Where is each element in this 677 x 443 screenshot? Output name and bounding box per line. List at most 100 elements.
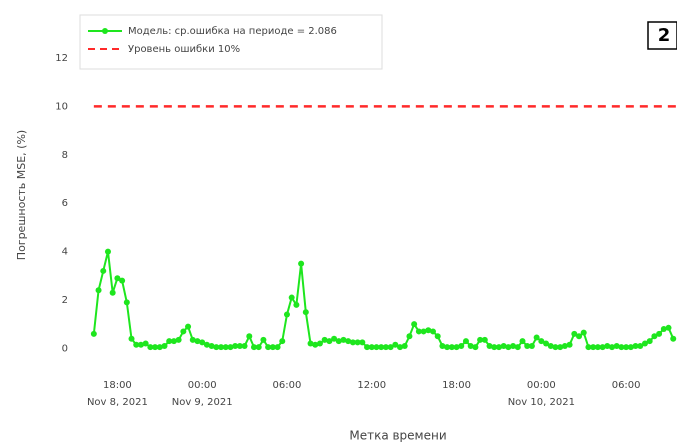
data-point bbox=[232, 342, 239, 349]
x-tick-label: 00:00 Nov 9, 2021 bbox=[171, 380, 233, 408]
data-point bbox=[175, 336, 182, 343]
data-point bbox=[279, 338, 286, 345]
data-point bbox=[152, 344, 159, 351]
data-point bbox=[189, 336, 196, 343]
data-point bbox=[119, 277, 126, 284]
data-point bbox=[472, 344, 479, 351]
data-point bbox=[166, 338, 173, 345]
data-point bbox=[670, 335, 677, 342]
data-point bbox=[660, 326, 667, 333]
data-point bbox=[203, 341, 210, 348]
data-point bbox=[519, 338, 526, 345]
data-point bbox=[646, 338, 653, 345]
data-point bbox=[618, 344, 625, 351]
data-point bbox=[382, 344, 389, 351]
data-point bbox=[180, 328, 187, 335]
y-tick-label: 12 bbox=[55, 53, 68, 64]
data-point bbox=[533, 334, 540, 341]
data-point bbox=[368, 344, 375, 351]
data-point bbox=[547, 342, 554, 349]
data-point bbox=[133, 341, 140, 348]
data-point bbox=[326, 338, 333, 345]
x-tick-label: 18:00 bbox=[442, 380, 471, 391]
legend-box bbox=[79, 14, 383, 70]
annotation: 2 bbox=[658, 25, 671, 46]
data-point bbox=[477, 336, 484, 343]
data-point bbox=[260, 336, 267, 343]
data-point bbox=[307, 340, 314, 347]
data-point bbox=[147, 344, 154, 351]
data-point bbox=[543, 340, 550, 347]
data-point bbox=[392, 341, 399, 348]
data-point bbox=[90, 330, 97, 337]
data-point bbox=[566, 341, 573, 348]
data-point bbox=[524, 342, 531, 349]
data-point bbox=[510, 342, 517, 349]
data-point bbox=[250, 344, 257, 351]
data-point bbox=[316, 340, 323, 347]
data-point bbox=[218, 344, 225, 351]
data-point bbox=[194, 338, 201, 345]
data-point bbox=[265, 344, 272, 351]
y-tick-label: 4 bbox=[62, 247, 68, 258]
data-point bbox=[467, 342, 474, 349]
data-point bbox=[613, 342, 620, 349]
data-point bbox=[114, 275, 121, 282]
data-point bbox=[425, 327, 432, 334]
data-point bbox=[156, 344, 163, 351]
data-point bbox=[561, 342, 568, 349]
data-point bbox=[594, 344, 601, 351]
data-point bbox=[580, 329, 587, 336]
data-point bbox=[505, 344, 512, 351]
x-tick-label: 06:00 bbox=[272, 380, 302, 391]
data-point bbox=[552, 344, 559, 351]
data-point bbox=[100, 267, 107, 274]
data-point bbox=[444, 344, 451, 351]
data-point bbox=[608, 344, 615, 351]
y-tick-label: 6 bbox=[62, 198, 68, 209]
data-point bbox=[298, 260, 305, 267]
x-tick-label: 12:00 bbox=[357, 380, 387, 391]
data-point bbox=[199, 339, 206, 346]
data-point bbox=[161, 342, 168, 349]
data-point bbox=[354, 339, 361, 346]
data-point bbox=[340, 336, 347, 343]
data-point bbox=[665, 324, 672, 331]
data-point bbox=[538, 338, 545, 345]
x-tick-label: 00:00 Nov 10, 2021 bbox=[507, 380, 575, 408]
data-point bbox=[604, 342, 611, 349]
data-point bbox=[213, 344, 220, 351]
data-point bbox=[406, 333, 413, 340]
data-point bbox=[462, 338, 469, 345]
data-point bbox=[491, 344, 498, 351]
data-point bbox=[137, 341, 144, 348]
data-point bbox=[142, 340, 149, 347]
data-point bbox=[528, 342, 535, 349]
data-point bbox=[222, 344, 229, 351]
legend-label: Уровень ошибки 10% bbox=[128, 44, 240, 55]
data-point bbox=[269, 344, 276, 351]
data-point bbox=[241, 342, 248, 349]
data-point bbox=[576, 333, 583, 340]
data-point bbox=[349, 339, 356, 346]
data-point bbox=[255, 344, 262, 351]
data-point bbox=[321, 336, 328, 343]
data-point bbox=[208, 342, 215, 349]
data-point bbox=[387, 344, 394, 351]
data-point bbox=[302, 309, 309, 316]
data-point bbox=[429, 328, 436, 335]
data-point bbox=[458, 342, 465, 349]
y-tick-label: 10 bbox=[55, 101, 68, 112]
data-point bbox=[415, 328, 422, 335]
data-point bbox=[274, 344, 281, 351]
data-point bbox=[364, 344, 371, 351]
data-point bbox=[359, 339, 366, 346]
data-point bbox=[434, 333, 441, 340]
data-point bbox=[246, 333, 253, 340]
data-point bbox=[293, 301, 300, 308]
x-tick-label: 06:00 bbox=[611, 380, 641, 391]
data-point bbox=[486, 342, 493, 349]
data-point bbox=[420, 328, 427, 335]
